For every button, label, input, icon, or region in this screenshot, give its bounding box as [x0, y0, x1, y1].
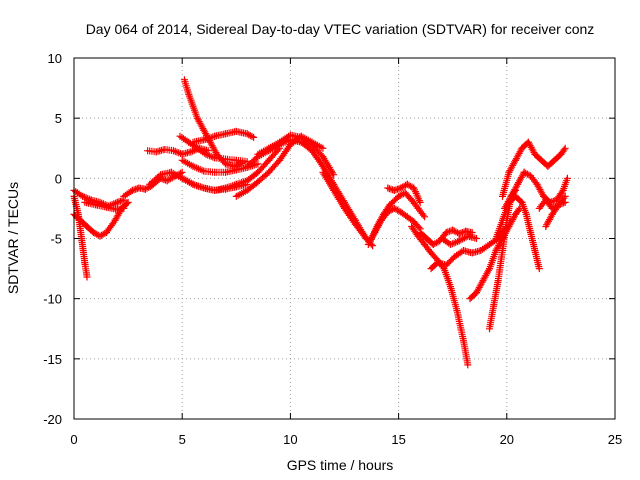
data-point-markers — [243, 130, 258, 141]
series-pass-i — [180, 76, 247, 170]
x-tick-label: 25 — [608, 432, 622, 447]
y-tick-label: -5 — [50, 232, 62, 247]
data-point-markers — [81, 259, 91, 281]
y-tick-label: 10 — [48, 51, 62, 66]
data-point-markers — [486, 247, 500, 273]
data-point-markers — [460, 337, 472, 369]
data-point-markers — [410, 184, 424, 206]
y-tick-labels: -20 -15 -10 -5 0 5 10 — [43, 51, 62, 427]
series-pass-t — [384, 180, 424, 206]
data-point-markers — [211, 130, 229, 140]
data-point-markers — [330, 186, 348, 212]
x-tick-label: 10 — [283, 432, 297, 447]
data-point-markers — [410, 218, 424, 233]
series-pass-s — [367, 189, 429, 245]
data-point-markers — [351, 220, 370, 242]
data-point-markers — [559, 174, 571, 194]
series-pass-ad — [535, 192, 569, 212]
series-pass-aa — [492, 192, 543, 273]
data-point-markers — [276, 141, 294, 164]
series-pass-b — [70, 210, 110, 240]
x-tick-label: 20 — [500, 432, 514, 447]
data-point-markers — [319, 168, 338, 194]
grid-lines — [74, 58, 615, 419]
x-tick-label: 0 — [70, 432, 77, 447]
x-tick-label: 15 — [391, 432, 405, 447]
axis-ticks — [73, 57, 616, 420]
y-tick-label: 5 — [55, 111, 62, 126]
series-pass-ac — [501, 168, 571, 212]
x-tick-labels: 0 5 10 15 20 25 — [70, 432, 622, 447]
y-tick-label: -20 — [43, 412, 62, 427]
data-point-markers — [492, 216, 506, 242]
data-series — [70, 76, 571, 369]
data-point-markers — [319, 153, 338, 179]
series-pass-u — [408, 223, 472, 369]
data-point-markers — [555, 198, 569, 209]
data-point-markers — [557, 144, 569, 158]
series-pass-l — [189, 127, 258, 146]
series-pass-y — [466, 204, 524, 303]
y-tick-label: -15 — [43, 352, 62, 367]
y-tick-label: -10 — [43, 292, 62, 307]
series-pass-j — [176, 132, 251, 165]
data-point-markers — [490, 277, 502, 309]
series-pass-k — [178, 156, 262, 176]
series-pass-q — [319, 168, 377, 250]
series-pass-ab — [499, 138, 569, 200]
data-point-markers — [308, 147, 327, 170]
data-point-markers — [113, 196, 128, 206]
series-pass-ae — [542, 198, 569, 230]
chart-title: Day 064 of 2014, Sidereal Day-to-day VTE… — [86, 21, 595, 37]
data-point-markers — [414, 204, 429, 221]
data-point-markers — [440, 265, 454, 291]
series-pass-p — [254, 131, 338, 179]
data-point-markers — [464, 232, 480, 242]
data-point-markers — [341, 204, 359, 228]
x-tick-label: 5 — [179, 432, 186, 447]
data-point-markers — [531, 247, 543, 273]
series-pass-e — [103, 198, 132, 236]
series-pass-x — [438, 232, 480, 248]
data-point-markers — [512, 204, 524, 218]
y-tick-label: 0 — [55, 171, 62, 186]
x-axis-label: GPS time / hours — [287, 457, 394, 473]
series-pass-v — [416, 226, 476, 248]
data-point-markers — [453, 307, 467, 345]
data-point-markers — [78, 235, 89, 267]
data-point-markers — [118, 198, 132, 212]
data-point-markers — [232, 156, 251, 165]
data-point-markers — [462, 227, 476, 236]
series-pass-m — [178, 144, 284, 194]
data-point-markers — [486, 301, 498, 333]
data-point-markers — [265, 144, 284, 164]
y-axis-label: SDTVAR / TECUs — [5, 182, 21, 294]
